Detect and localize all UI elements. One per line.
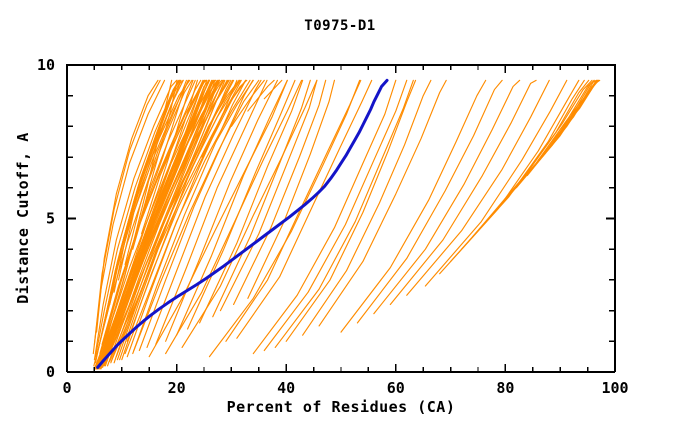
series-curve	[138, 79, 254, 352]
reference-series-curve	[96, 78, 389, 369]
series-curve	[113, 79, 224, 364]
series-curve	[263, 79, 408, 352]
series-curve	[285, 79, 417, 342]
series-curve	[111, 79, 242, 361]
series-curve	[93, 79, 161, 345]
series-curve	[252, 79, 397, 355]
series-curve	[340, 79, 487, 333]
series-curve	[95, 79, 211, 369]
series-curve	[132, 79, 196, 250]
series-curve	[406, 79, 550, 296]
tick-labels-layer: 0 20 40 60 80 100 0 5 10	[37, 56, 629, 397]
x-axis-title: Percent of Residues (CA)	[227, 398, 456, 416]
x-tick-label: 60	[387, 379, 405, 397]
series-curve	[199, 79, 304, 324]
x-tick-label: 20	[168, 379, 186, 397]
series-curve	[155, 79, 268, 345]
axes-layer	[66, 64, 616, 373]
series-curve	[146, 79, 262, 349]
series-curve	[356, 79, 503, 324]
series-curve	[302, 79, 432, 336]
x-tick-label: 100	[601, 379, 628, 397]
series-curve	[94, 79, 181, 358]
series-curve	[219, 79, 318, 312]
x-tick-label: 80	[496, 379, 514, 397]
x-tick-label: 0	[62, 379, 71, 397]
series-curve	[215, 79, 254, 143]
series-curve	[104, 79, 220, 352]
y-tick-label: 5	[46, 210, 55, 228]
series-curve	[148, 79, 288, 358]
series-curve	[126, 79, 247, 342]
series-curve	[274, 79, 414, 349]
series-curve	[230, 79, 265, 127]
page-title: T0975-D1	[304, 18, 375, 34]
series-curve	[165, 79, 303, 355]
series-curve	[96, 79, 159, 333]
series-curve	[133, 79, 260, 352]
series-curve	[124, 79, 251, 355]
series-curve	[124, 79, 188, 266]
series-curve	[132, 79, 247, 355]
y-axis-title: Distance Cutoff, A	[14, 132, 32, 304]
series-curve	[225, 79, 362, 342]
series-curve	[247, 79, 335, 299]
series-curve	[570, 79, 600, 115]
series-curve	[318, 79, 447, 327]
series-curve	[233, 79, 327, 306]
series-curve	[94, 79, 207, 368]
series-curve	[247, 79, 275, 112]
series-curve	[93, 79, 193, 367]
series-curve	[101, 79, 205, 345]
y-tick-label: 10	[37, 56, 55, 74]
series-curve	[373, 79, 521, 315]
series-curve	[94, 79, 191, 364]
series-curve	[389, 79, 537, 306]
series-curve	[424, 79, 568, 287]
y-tick-label: 0	[46, 363, 55, 381]
series-curve	[181, 79, 318, 349]
series-curve	[263, 79, 283, 100]
series-curve	[109, 79, 240, 362]
reference-series-layer	[96, 78, 389, 369]
x-tick-label: 40	[277, 379, 295, 397]
series-curve	[236, 79, 373, 339]
series-curve	[173, 79, 230, 189]
data-series-layer	[92, 79, 601, 370]
series-curve	[212, 79, 311, 318]
series-curve	[108, 79, 235, 355]
series-curve	[93, 79, 178, 361]
